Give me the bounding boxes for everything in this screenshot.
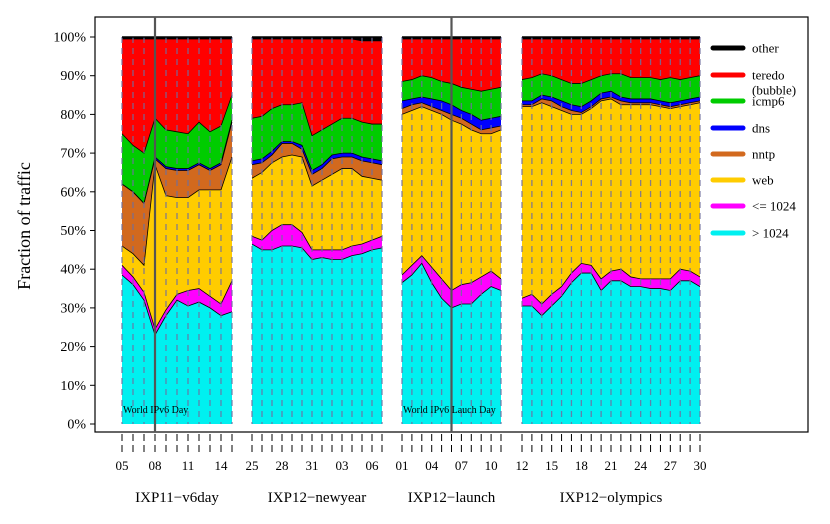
area-icmp6	[522, 73, 700, 107]
x-tick-label: 04	[425, 458, 439, 473]
area-web	[122, 156, 232, 330]
area-dns	[522, 91, 700, 113]
area--1024	[402, 255, 501, 308]
series-boundary	[251, 143, 383, 175]
y-axis-label: Fraction of traffic	[14, 162, 34, 290]
x-tick-label: 14	[215, 458, 229, 473]
panel-label: IXP11−v6day	[135, 490, 219, 506]
series-boundary	[251, 154, 383, 187]
area-web	[252, 155, 382, 250]
y-tick-label: 100%	[53, 31, 86, 46]
legend-label: dns	[752, 121, 770, 136]
x-tick-label: 07	[455, 458, 469, 473]
x-tick-label: 24	[634, 458, 648, 473]
x-tick-label: 06	[366, 458, 380, 473]
area-web	[522, 98, 700, 305]
x-tick-label: 08	[149, 458, 162, 473]
series-boundary	[251, 243, 383, 260]
y-tick-label: 50%	[60, 224, 86, 239]
x-tick-label: 10	[485, 458, 498, 473]
panel-0: World IPv6 Day 05 08 11 14 IXP11−v6day	[116, 17, 233, 506]
x-tick-label: 18	[575, 458, 588, 473]
panel-label: IXP12−launch	[408, 490, 496, 506]
y-tick-label: 20%	[60, 340, 86, 355]
x-tick-label: 01	[396, 458, 409, 473]
legend-label: icmp6	[752, 94, 785, 109]
x-tick-label: 12	[516, 458, 529, 473]
x-tick-label: 27	[664, 458, 678, 473]
series-boundary	[251, 102, 382, 137]
area--1024	[252, 244, 382, 424]
legend-label: nntp	[752, 147, 775, 162]
legend-label: (bubble)	[752, 83, 796, 98]
area-teredo-bubble-	[252, 38, 382, 136]
y-tick-label: 10%	[60, 379, 86, 394]
legend-label: <= 1024	[752, 199, 796, 214]
series-boundary	[252, 38, 382, 42]
legend-label: teredo	[752, 68, 784, 83]
area-nntp	[522, 96, 700, 115]
y-tick-label: 30%	[60, 301, 86, 316]
y-tick-label: 40%	[60, 263, 86, 278]
panel-label: IXP12−newyear	[268, 490, 366, 506]
area-nntp	[252, 143, 382, 186]
x-tick-label: 31	[306, 458, 319, 473]
event-annotation: World IPv6 Day	[123, 405, 188, 416]
legend: other teredo(bubble)icmp6 dns nntp web <= 102…	[710, 41, 796, 241]
event-annotation: World IPv6 Lauch Day	[403, 405, 496, 416]
x-tick-label: 11	[182, 458, 195, 473]
y-tick-label: 90%	[60, 69, 86, 84]
legend-label: > 1024	[752, 226, 789, 241]
area-icmp6	[252, 102, 382, 171]
x-tick-label: 25	[246, 458, 259, 473]
y-tick-label: 70%	[60, 147, 86, 162]
x-tick-label: 30	[694, 458, 707, 473]
x-tick-label: 03	[336, 458, 349, 473]
area--1024	[252, 224, 382, 260]
series-boundary	[121, 120, 233, 205]
legend-label: other	[752, 41, 779, 56]
x-tick-label: 05	[116, 458, 129, 473]
panel-label: IXP12−olympics	[560, 490, 663, 506]
legend-label: web	[752, 173, 774, 188]
panel-2: World IPv6 Lauch Day 01 04 07 10 IXP12−launch	[396, 17, 502, 506]
y-tick-label: 80%	[60, 108, 86, 123]
y-tick-label: 0%	[67, 418, 86, 433]
x-tick-label: 28	[276, 458, 289, 473]
y-tick-label: 60%	[60, 185, 86, 200]
panel-3: 12 15 18 21 24 27 30 IXP12−olympics	[516, 36, 707, 506]
x-tick-label: 21	[605, 458, 618, 473]
x-tick-label: 15	[545, 458, 558, 473]
series-boundary	[251, 141, 383, 172]
panel-1: 25 28 31 03 06 IXP12−newyear	[246, 36, 383, 506]
series-boundary	[251, 224, 383, 251]
series-boundary	[121, 94, 233, 154]
series-boundary	[121, 274, 233, 336]
series-boundary	[121, 156, 233, 267]
